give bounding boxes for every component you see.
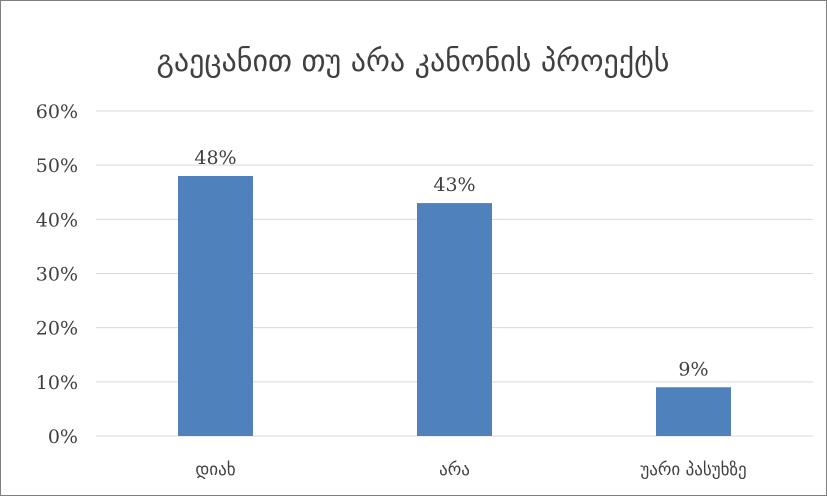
category-label: არა	[439, 460, 470, 480]
category-labels: დიახ არა უარი პასუხზე	[195, 460, 746, 480]
data-label: 48%	[194, 147, 236, 169]
bar	[656, 387, 731, 436]
chart-title: გაეცანით თუ არა კანონის პროექტს	[157, 44, 670, 79]
data-label: 43%	[433, 174, 475, 196]
y-tick-label: 20%	[36, 318, 78, 340]
y-axis-tick-labels: 0% 10% 20% 30% 40% 50% 60%	[36, 101, 78, 448]
bar	[417, 203, 492, 436]
bars	[178, 176, 731, 436]
data-label: 9%	[678, 358, 708, 380]
y-tick-label: 0%	[48, 426, 78, 448]
category-label: უარი პასუხზე	[640, 460, 746, 480]
y-tick-label: 10%	[36, 372, 78, 394]
data-labels: 48% 43% 9%	[194, 147, 708, 380]
y-tick-label: 50%	[36, 155, 78, 177]
bar	[178, 176, 253, 436]
y-tick-label: 60%	[36, 101, 78, 123]
category-label: დიახ	[195, 460, 235, 480]
y-tick-label: 40%	[36, 209, 78, 231]
y-tick-label: 30%	[36, 264, 78, 286]
